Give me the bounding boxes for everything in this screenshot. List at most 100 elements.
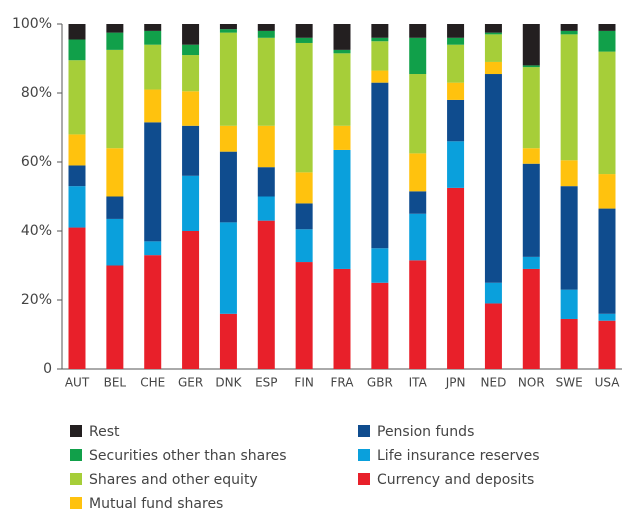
- y-tick-label: 100%: [12, 16, 52, 32]
- y-tick-label: 0: [43, 361, 52, 377]
- bar-segment: [447, 44, 465, 83]
- y-tick-label: 60%: [21, 154, 52, 170]
- bar-segment: [522, 163, 540, 257]
- bar-segment: [598, 51, 616, 175]
- x-tick-label: GER: [178, 376, 203, 390]
- legend-label: Securities other than shares: [89, 448, 287, 464]
- y-tick-label: 80%: [21, 85, 52, 101]
- bar-segment: [182, 125, 200, 176]
- bar-segment: [447, 82, 465, 100]
- bar-segment: [447, 37, 465, 45]
- bar-segment: [522, 67, 540, 149]
- bar-segment: [182, 231, 200, 369]
- bar-segment: [484, 24, 502, 33]
- bar-segment: [484, 282, 502, 304]
- bar-segment: [560, 34, 578, 161]
- bar-segment: [522, 65, 540, 68]
- bar-segment: [560, 186, 578, 290]
- bar-segment: [182, 24, 200, 45]
- bar-segment: [560, 289, 578, 319]
- bar-segment: [560, 30, 578, 35]
- bar-segment: [560, 318, 578, 369]
- bar-segment: [598, 24, 616, 31]
- bar-segment: [295, 24, 313, 38]
- bar-segment: [68, 227, 86, 369]
- bar-segment: [144, 24, 162, 31]
- legend-swatch: [70, 497, 82, 509]
- x-tick-label: USA: [595, 376, 621, 390]
- legend-swatch: [70, 425, 82, 437]
- bar-segment: [257, 30, 275, 38]
- bar-segment: [371, 82, 389, 249]
- x-tick-label: ESP: [255, 376, 277, 390]
- bar-segment: [182, 91, 200, 126]
- bar-segment: [219, 151, 237, 223]
- x-tick-label: AUT: [65, 376, 90, 390]
- bar-segment: [447, 141, 465, 188]
- bar-segment: [257, 24, 275, 31]
- legend-label: Rest: [89, 424, 120, 440]
- bar-segment: [68, 60, 86, 135]
- bar-segment: [68, 24, 86, 40]
- bar-segment: [484, 61, 502, 75]
- legend-swatch: [70, 473, 82, 485]
- legend-swatch: [358, 425, 370, 437]
- x-tick-label: FIN: [294, 376, 313, 390]
- bar-segment: [333, 125, 351, 150]
- bar-segment: [144, 30, 162, 45]
- bar-segment: [295, 37, 313, 43]
- bar-segment: [522, 268, 540, 369]
- legend-label: Shares and other equity: [89, 472, 258, 488]
- bar-segment: [144, 241, 162, 256]
- bar-segment: [409, 260, 427, 369]
- bar-segment: [484, 34, 502, 62]
- bar-segment: [371, 70, 389, 83]
- bar-segment: [333, 149, 351, 269]
- bar-segment: [447, 99, 465, 142]
- bar-segment: [560, 24, 578, 31]
- bar-segment: [219, 29, 237, 33]
- bar-segment: [371, 24, 389, 38]
- x-tick-label: ITA: [409, 376, 428, 390]
- legend-label: Currency and deposits: [377, 472, 534, 488]
- bar-segment: [106, 24, 124, 33]
- legend-label: Pension funds: [377, 424, 474, 440]
- bar-segment: [409, 213, 427, 261]
- bar-segment: [68, 39, 86, 61]
- y-tick-label: 40%: [21, 223, 52, 239]
- bar-segment: [68, 186, 86, 228]
- bar-segment: [106, 32, 124, 50]
- y-tick-label: 20%: [21, 292, 52, 308]
- bar-segment: [333, 49, 351, 54]
- bar-segment: [371, 37, 389, 42]
- legend-swatch: [358, 473, 370, 485]
- bar-segment: [409, 153, 427, 192]
- bar-segment: [144, 255, 162, 369]
- bar-segment: [409, 37, 427, 75]
- bar-segment: [295, 229, 313, 263]
- bar-segment: [371, 282, 389, 369]
- bar-segment: [219, 24, 237, 30]
- bar-segment: [144, 44, 162, 90]
- bar-segment: [598, 30, 616, 52]
- bar-segment: [257, 37, 275, 126]
- legend-label: Life insurance reserves: [377, 448, 540, 464]
- bar-segment: [257, 196, 275, 221]
- bar-segment: [333, 53, 351, 126]
- bar-segment: [68, 134, 86, 166]
- bar-segment: [295, 172, 313, 204]
- bar-segment: [560, 160, 578, 187]
- bar-segment: [295, 42, 313, 173]
- x-tick-label: CHE: [140, 376, 165, 390]
- legend-swatch: [70, 449, 82, 461]
- bar-segment: [333, 24, 351, 50]
- bar-segment: [484, 303, 502, 369]
- bar-segment: [447, 187, 465, 369]
- bar-segment: [371, 41, 389, 71]
- bar-segment: [257, 220, 275, 369]
- x-tick-label: SWE: [556, 376, 583, 390]
- bar-segment: [484, 32, 502, 35]
- bar-segment: [484, 74, 502, 283]
- bar-segment: [106, 218, 124, 266]
